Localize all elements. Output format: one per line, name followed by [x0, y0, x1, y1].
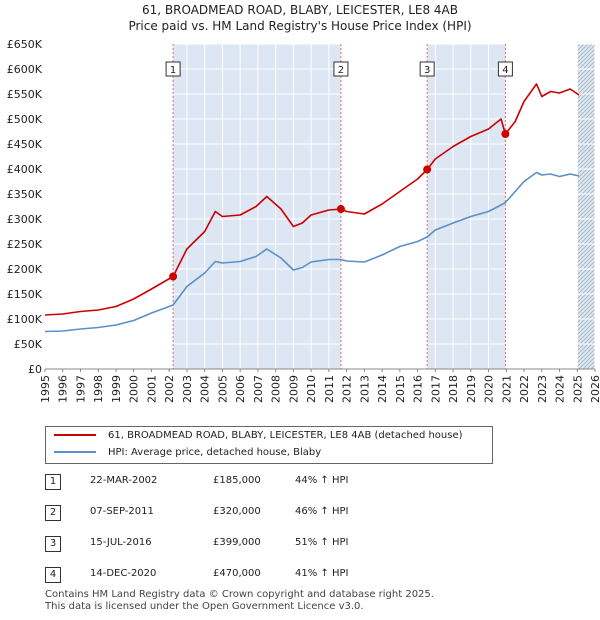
- x-tick-label: 2009: [287, 375, 300, 403]
- x-tick-label: 2021: [500, 375, 513, 403]
- x-tick-label: 2002: [163, 375, 176, 403]
- x-tick-label: 2025: [571, 375, 584, 403]
- future-hatched-area: [577, 44, 595, 369]
- sale-date: 15-JUL-2016: [90, 537, 152, 548]
- sale-date: 07-SEP-2011: [90, 506, 154, 517]
- sales-table: 1 22-MAR-2002 £185,000 44% ↑ HPI 2 07-SE…: [45, 474, 485, 598]
- sale-hpi-diff: 51% ↑ HPI: [295, 537, 349, 548]
- table-row: 3 15-JUL-2016 £399,000 51% ↑ HPI: [45, 536, 485, 567]
- x-tick-label: 2003: [181, 375, 194, 403]
- sale-number-badge: 2: [45, 505, 61, 521]
- sale-hpi-diff: 44% ↑ HPI: [295, 475, 349, 486]
- y-tick-label: £550K: [7, 88, 43, 101]
- legend-line-icon: [54, 451, 96, 453]
- price-chart: 1 2 3 4 £0 £50K £100K £150K £200K £250K £300K £350K…: [7, 38, 600, 403]
- sale-price: £470,000: [213, 568, 261, 579]
- y-tick-label: £600K: [7, 63, 43, 76]
- sale-hpi-diff: 41% ↑ HPI: [295, 568, 349, 579]
- y-tick-label: £150K: [7, 288, 43, 301]
- y-tick-label: £450K: [7, 138, 43, 151]
- table-row: 2 07-SEP-2011 £320,000 46% ↑ HPI: [45, 505, 485, 536]
- sale-point-1: [169, 272, 178, 281]
- x-tick-label: 2014: [376, 375, 389, 403]
- sale-label-box-1: [165, 61, 181, 77]
- sale-point-2: [336, 205, 345, 213]
- x-tick-label: 2012: [341, 375, 354, 403]
- x-tick-label: 2016: [412, 375, 425, 403]
- x-tick-label: 1996: [57, 375, 70, 403]
- x-tick-label: 2017: [429, 375, 442, 403]
- legend-item-hpi: HPI: Average price, detached house, Blab…: [54, 445, 321, 461]
- x-tick-label: 2011: [323, 375, 336, 403]
- hpi-line: [44, 171, 580, 333]
- x-tick-label: 2022: [518, 375, 531, 403]
- x-tick-label: 2020: [483, 375, 496, 403]
- x-tick-label: 2008: [270, 375, 283, 403]
- footer: Contains HM Land Registry data © Crown c…: [45, 589, 434, 613]
- chart-subtitle: Price paid vs. HM Land Registry's House …: [128, 19, 472, 33]
- table-row: 1 22-MAR-2002 £185,000 44% ↑ HPI: [45, 474, 485, 505]
- sale-label-1: 1: [170, 65, 176, 76]
- table-row: 4 14-DEC-2020 £470,000 41% ↑ HPI: [45, 567, 485, 598]
- y-tick-label: £100K: [7, 313, 43, 326]
- sale-date: 22-MAR-2002: [90, 475, 158, 486]
- sale-hpi-diff: 46% ↑ HPI: [295, 506, 349, 517]
- sale-label-box-3: [419, 61, 435, 77]
- x-tick-label: 2001: [145, 375, 158, 403]
- x-tick-label: 2024: [554, 375, 567, 403]
- sale-number-badge: 4: [45, 567, 61, 583]
- x-tick-label: 1995: [39, 375, 52, 403]
- sale-label-box-4: [497, 61, 513, 77]
- x-tick-label: 2015: [394, 375, 407, 403]
- sale-price: £399,000: [213, 537, 261, 548]
- footer-copyright: Contains HM Land Registry data © Crown c…: [45, 589, 434, 600]
- sale-label-3: 3: [424, 65, 430, 76]
- y-tick-label: £250K: [7, 238, 43, 251]
- y-tick-label: £400K: [7, 163, 43, 176]
- sale-number-badge: 3: [45, 536, 61, 552]
- sale-number-badge: 1: [45, 474, 61, 490]
- x-tick-label: 2010: [305, 375, 318, 403]
- x-tick-label: 2005: [216, 375, 229, 403]
- x-tick-label: 2006: [234, 375, 247, 403]
- sale-label-box-2: [333, 61, 349, 77]
- x-tick-label: 2013: [358, 375, 371, 403]
- x-tick-label: 1998: [92, 375, 105, 403]
- x-tick-label: 2026: [589, 375, 600, 403]
- legend-line-icon: [54, 434, 96, 436]
- legend-label-hpi: HPI: Average price, detached house, Blab…: [108, 447, 322, 458]
- y-tick-label: £0: [28, 363, 42, 376]
- x-tick-label: 2004: [199, 375, 212, 403]
- chart-title: 61, BROADMEAD ROAD, BLABY, LEICESTER, LE…: [142, 3, 458, 17]
- footer-licence: This data is licensed under the Open Gov…: [45, 601, 364, 612]
- sale-point-3: [423, 165, 432, 174]
- sale-label-4: 4: [502, 65, 508, 76]
- x-tick-label: 2007: [252, 375, 265, 403]
- sale-price: £185,000: [213, 475, 261, 486]
- x-tick-label: 2000: [128, 375, 141, 403]
- shaded-band-2: [427, 44, 506, 369]
- y-tick-label: £200K: [7, 263, 43, 276]
- x-tick-label: 1999: [110, 375, 123, 403]
- sale-point-4: [501, 130, 510, 138]
- y-tick-label: £50K: [14, 338, 43, 351]
- legend: 61, BROADMEAD ROAD, BLABY, LEICESTER, LE…: [45, 426, 493, 464]
- legend-label-property: 61, BROADMEAD ROAD, BLABY, LEICESTER, LE…: [108, 430, 463, 441]
- x-tick-label: 2018: [447, 375, 460, 403]
- sale-price: £320,000: [213, 506, 261, 517]
- sale-label-2: 2: [338, 65, 344, 76]
- x-tick-label: 2019: [465, 375, 478, 403]
- y-tick-label: £500K: [7, 113, 43, 126]
- legend-item-property: 61, BROADMEAD ROAD, BLABY, LEICESTER, LE…: [54, 428, 463, 444]
- y-tick-label: £650K: [7, 38, 43, 51]
- x-tick-label: 2023: [536, 375, 549, 403]
- sale-date: 14-DEC-2020: [90, 568, 157, 579]
- y-tick-label: £350K: [7, 188, 43, 201]
- y-tick-label: £300K: [7, 213, 43, 226]
- x-tick-label: 1997: [74, 375, 87, 403]
